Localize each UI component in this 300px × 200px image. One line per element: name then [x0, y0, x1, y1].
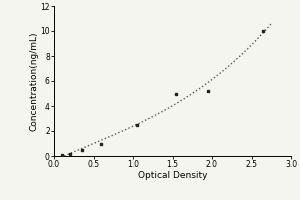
Y-axis label: Concentration(ng/mL): Concentration(ng/mL)	[30, 31, 39, 131]
X-axis label: Optical Density: Optical Density	[138, 171, 207, 180]
